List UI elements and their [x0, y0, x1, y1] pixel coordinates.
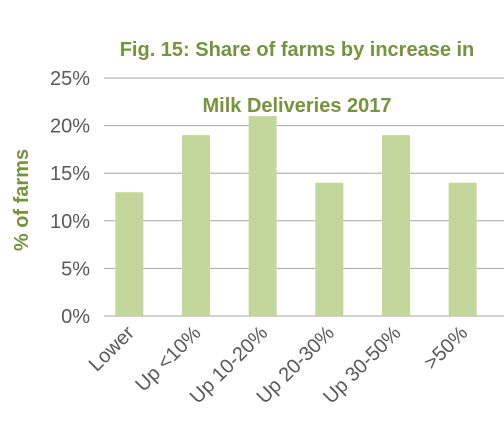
y-tick-label: 10%: [50, 211, 90, 233]
y-tick-label: 20%: [50, 116, 90, 138]
chart-title-line-2: Milk Deliveries 2017: [202, 95, 392, 117]
y-tick-label: 0%: [61, 306, 90, 328]
y-tick-label: 5%: [61, 258, 90, 280]
bar: [182, 135, 210, 316]
gridlines: [104, 77, 504, 317]
y-axis-label: % of farms: [11, 149, 33, 251]
y-tick-label: 15%: [50, 163, 90, 185]
bar: [248, 116, 277, 316]
bar: [448, 182, 477, 316]
x-tick-label: Lower: [85, 322, 139, 376]
bars: [115, 116, 477, 316]
bar: [115, 192, 144, 316]
y-axis-ticks: 0% 5% 10% 15% 20% 25%: [50, 68, 90, 328]
x-tick-label: >50%: [420, 322, 472, 374]
chart-title: Fig. 15: Share of farms by increase in M…: [82, 8, 504, 148]
bar: [315, 182, 344, 316]
y-tick-label: 25%: [50, 68, 90, 90]
chart-title-line-1: Fig. 15: Share of farms by increase in: [119, 39, 475, 61]
bar: [382, 135, 410, 316]
